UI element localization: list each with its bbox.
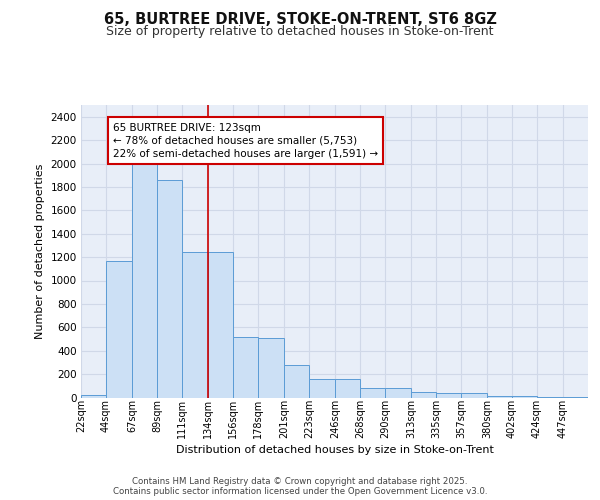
Bar (157, 180, 182, 398)
Bar (537, 397, 563, 398)
Bar (411, 392, 436, 398)
Bar (461, 393, 487, 398)
Text: 65 BURTREE DRIVE: 123sqm
← 78% of detached houses are smaller (5,753)
22% of sem: 65 BURTREE DRIVE: 123sqm ← 78% of detach… (113, 122, 378, 159)
Bar (360, 388, 385, 398)
Bar (132, 164, 157, 398)
Bar (258, 338, 284, 398)
Text: 65, BURTREE DRIVE, STOKE-ON-TRENT, ST6 8GZ: 65, BURTREE DRIVE, STOKE-ON-TRENT, ST6 8… (104, 12, 496, 28)
Bar (284, 364, 309, 398)
Bar (81, 395, 106, 398)
Bar (208, 252, 233, 398)
Bar (309, 380, 335, 398)
Bar (233, 336, 258, 398)
Bar (385, 388, 411, 398)
Bar (335, 380, 360, 398)
Bar (512, 396, 537, 398)
Text: Size of property relative to detached houses in Stoke-on-Trent: Size of property relative to detached ho… (106, 25, 494, 38)
Bar (182, 252, 208, 398)
Y-axis label: Number of detached properties: Number of detached properties (35, 164, 45, 339)
Bar (487, 396, 512, 398)
X-axis label: Distribution of detached houses by size in Stoke-on-Trent: Distribution of detached houses by size … (176, 445, 493, 455)
Bar (436, 393, 461, 398)
Text: Contains HM Land Registry data © Crown copyright and database right 2025.
Contai: Contains HM Land Registry data © Crown c… (113, 476, 487, 496)
Bar (106, 260, 132, 398)
